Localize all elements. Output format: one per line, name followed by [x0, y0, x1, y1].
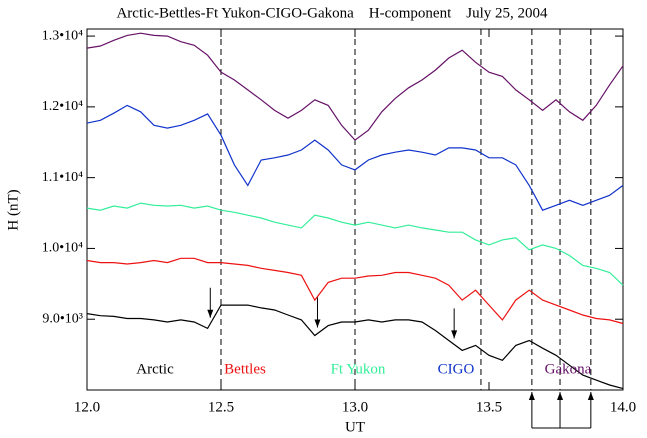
x-tick-label: 14.0 — [610, 399, 636, 415]
legend-label: CIGO — [438, 361, 475, 377]
series-line — [86, 257, 624, 325]
legend-label: Arctic — [136, 361, 174, 377]
x-tick-label: 13.5 — [476, 399, 502, 415]
arrow-head — [587, 392, 594, 400]
legend-label: Gakona — [545, 361, 592, 377]
x-tick-label: 12.0 — [74, 399, 100, 415]
arrow-head — [557, 392, 564, 400]
arrow-head — [207, 309, 214, 318]
arrow-head — [451, 330, 458, 339]
y-tick-label: 1.1•10⁴ — [42, 170, 83, 185]
x-tick-label: 13.0 — [342, 399, 368, 415]
y-axis-label: H (nT) — [5, 189, 21, 230]
series-line — [86, 104, 624, 211]
series-line — [86, 304, 624, 390]
y-tick-label: 1.3•10⁴ — [42, 28, 83, 43]
chart-title: Arctic-Bettles-Ft Yukon-CIGO-Gakona H-co… — [116, 5, 548, 21]
x-axis-label: UT — [345, 419, 365, 435]
x-tick-label: 12.5 — [208, 399, 234, 415]
series-line — [86, 202, 624, 286]
legend-label: Ft Yukon — [331, 361, 386, 377]
y-tick-label: 1.2•10⁴ — [42, 99, 83, 114]
arrow-head — [314, 319, 321, 328]
arrow-head — [528, 392, 535, 400]
legend-label: Bettles — [224, 361, 266, 377]
series-line — [86, 32, 624, 141]
y-tick-label: 9.0•10³ — [42, 311, 83, 326]
y-tick-label: 1.0•10⁴ — [42, 241, 83, 256]
